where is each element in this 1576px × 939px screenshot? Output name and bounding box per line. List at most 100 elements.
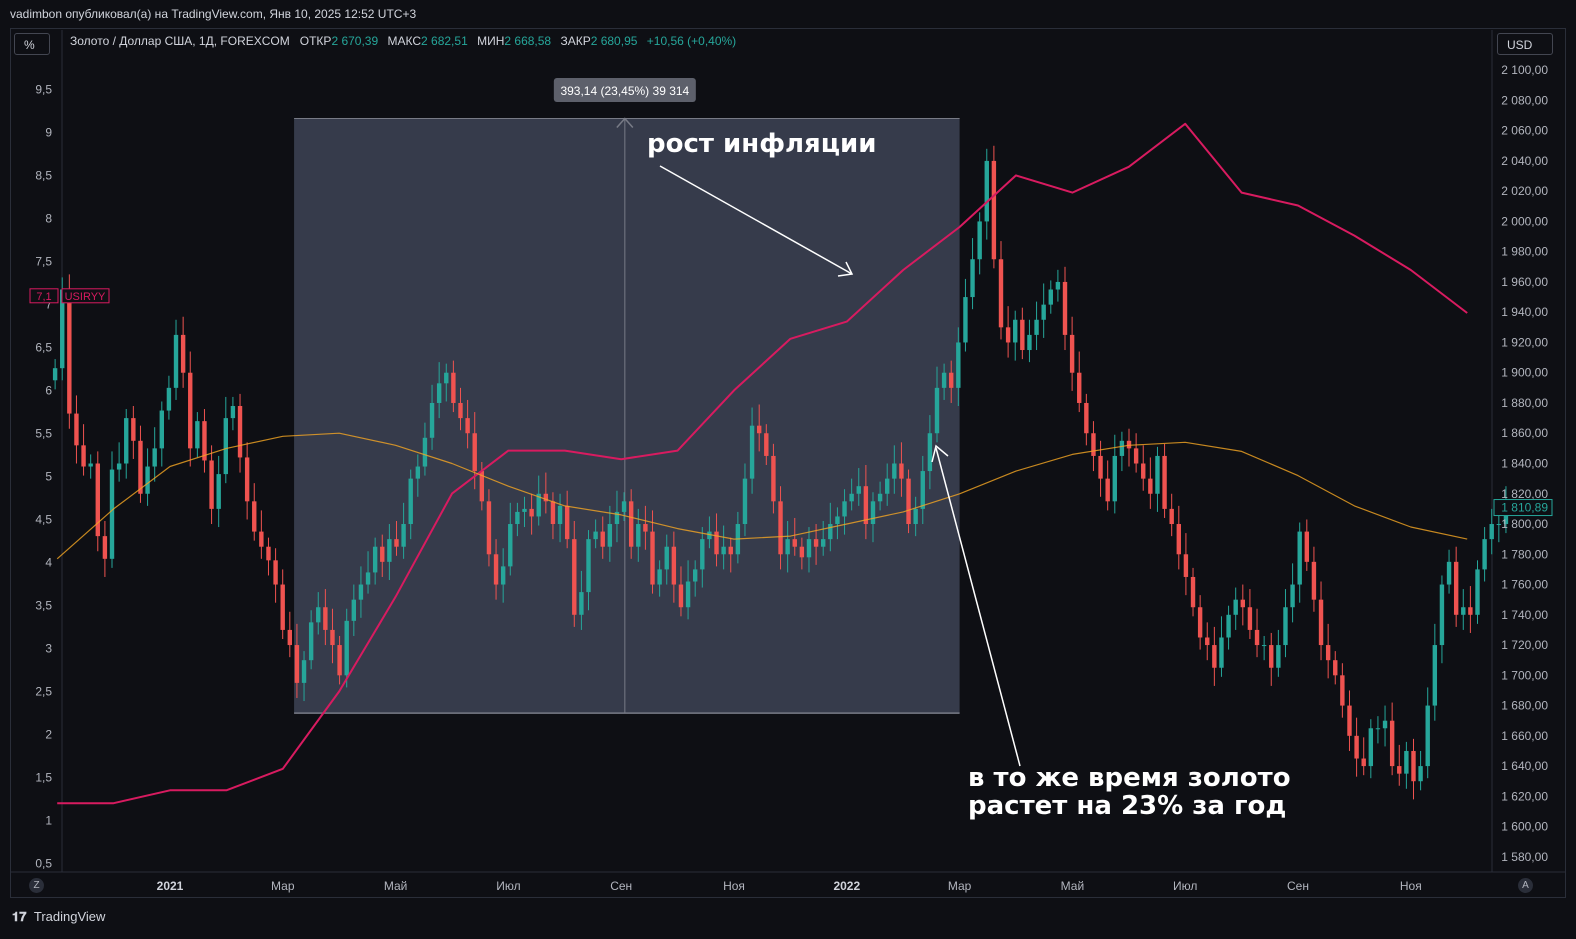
candle-body [1105,478,1110,502]
inflation-tick-label: 3 [45,641,52,655]
price-tick-label: 2 040,00 [1501,154,1548,168]
candle-body [913,508,918,525]
price-tick-label: 2 080,00 [1501,93,1548,107]
footer-brand[interactable]: TradingView [33,909,106,924]
time-tick-label: 2021 [157,879,184,893]
candle-body [835,516,840,525]
high-label: МАКС [387,34,422,48]
auto-scale-button[interactable]: A [1518,878,1533,893]
candle-body [821,539,826,547]
candle-body [1176,524,1181,555]
price-tick-label: 1 600,00 [1501,820,1548,834]
candle-body [308,622,314,661]
candle-body [465,418,470,434]
range-box[interactable]: 393,14 (23,45%) 39 314 [294,78,960,714]
candle-body [828,524,833,540]
candle-body [550,501,556,525]
series-lines [56,122,1468,805]
candle-body [1084,402,1089,434]
candle-body [372,546,378,573]
inflation-tick-label: 9,5 [35,82,52,96]
candle-body [252,501,257,532]
candle-body [771,455,776,502]
candle-body [259,531,264,547]
inflation-tick-label: 8 [45,211,52,225]
candle-body [877,493,883,502]
close-label: ЗАКР [560,34,591,48]
symbol-legend: Золото / Доллар США, 1Д, FOREXCOM ОТКР2 … [70,34,742,48]
candle-body [536,493,541,517]
candle-body [870,501,876,525]
candle-body [892,463,897,479]
price-tick-label: 1 680,00 [1501,699,1548,713]
candle-body [1141,463,1146,479]
candle-body [621,501,627,512]
candle-body [344,620,349,676]
candle-body [614,511,620,525]
time-tick-label: Мар [271,879,295,893]
inflation-tick-label: 6,5 [35,340,52,354]
candle-body [1219,637,1224,668]
candle-body [1496,524,1502,526]
candle-body [1254,629,1260,646]
candle-body [180,334,186,373]
candle-body [572,539,577,615]
candle-body [1354,735,1359,759]
annotation-inflation-arrow [659,165,853,275]
candle-body [721,546,726,555]
candle-body [358,584,364,600]
candle-body [1347,705,1352,736]
inflation-tick-label: 5,5 [35,426,52,440]
time-tick-label: Июл [1173,879,1197,893]
percent-scale-button[interactable]: % [14,33,50,55]
range-box-label-bg [553,78,696,102]
candle-body [1190,576,1196,608]
candle-body [508,524,513,567]
candle-body [1446,561,1452,585]
candle-body [1020,319,1025,351]
candle-body [1126,440,1132,449]
candle-body [849,493,854,502]
annotation-inflation-text: рост инфляции [647,129,876,159]
tradingview-logo-icon[interactable]: 𝟏𝟕 [12,909,27,924]
candle-body [1425,705,1430,767]
candle-body [628,501,634,547]
price-tick-label: 1 640,00 [1501,759,1548,773]
candle-body [1290,584,1295,608]
candle-body [145,466,150,494]
candle-body [586,539,591,593]
candle-body [88,463,93,467]
candle-body [515,511,520,525]
candle-body [920,471,925,509]
low-label: МИН [477,34,505,48]
candles [52,145,1509,800]
candle-body [280,584,285,630]
candle-body [287,629,293,646]
time-tick-label: Сен [1287,879,1309,893]
zoom-corner-button[interactable]: Z [29,878,44,893]
candle-body [1077,372,1082,403]
price-tick-label: 1 740,00 [1501,608,1548,622]
annotation-inflation-arrowhead [837,261,854,277]
candle-body [1461,607,1466,615]
candle-body [1340,675,1345,706]
candle-body [671,546,677,585]
candle-body [1411,750,1416,782]
candle-body [102,536,108,559]
inflation-tick-label: 5 [45,469,52,483]
price-tick-label: 1 860,00 [1501,426,1548,440]
candle-body [778,501,783,555]
inflation-tick-label: 2 [45,727,52,741]
candle-body [429,402,435,438]
annotation-gold-arrow [935,447,1021,767]
candle-body [436,383,442,403]
candle-body [1453,561,1459,615]
candle-body [124,418,129,464]
candle-body [963,297,968,343]
price-tick-label: 1 660,00 [1501,729,1548,743]
candle-body [1041,304,1046,320]
candle-body [692,569,698,582]
candle-body [273,560,278,585]
currency-button[interactable]: USD [1497,33,1553,55]
